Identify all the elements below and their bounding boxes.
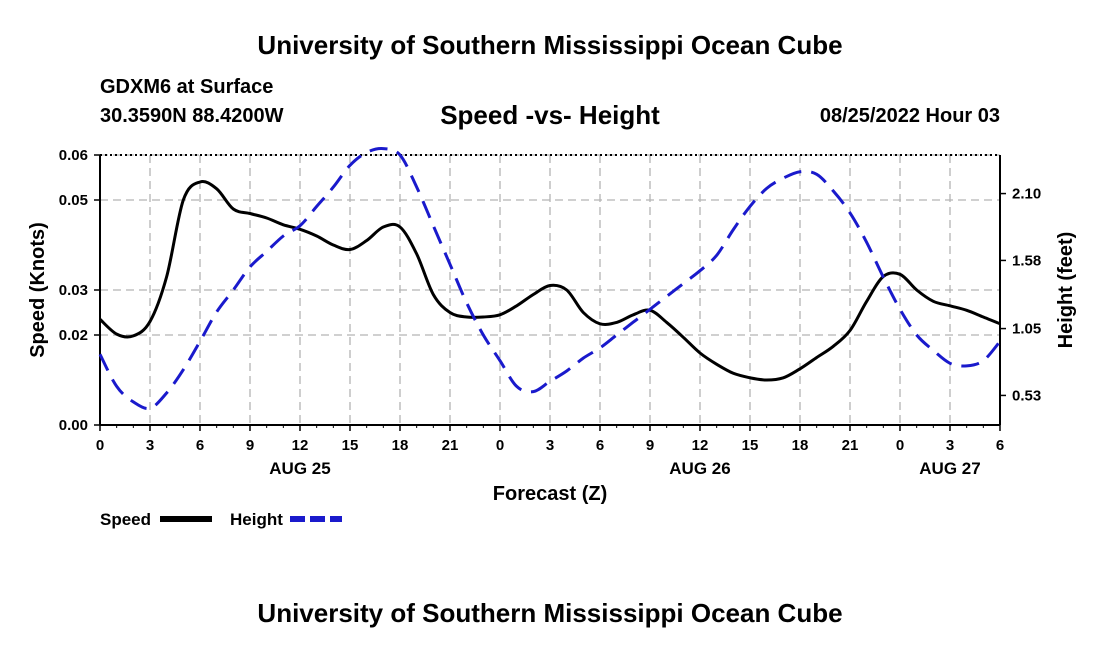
y2-axis-label: Height (feet): [1055, 232, 1077, 349]
legend-label-height: Height: [230, 510, 283, 529]
page-title: University of Southern Mississippi Ocean…: [257, 30, 843, 60]
y-axis-label: Speed (Knots): [27, 222, 49, 358]
y-tick-label: 0.02: [59, 327, 88, 344]
x-tick-label: 6: [196, 437, 204, 454]
coordinates-label: 30.3590N 88.4200W: [100, 105, 284, 127]
y-tick-label: 0.03: [59, 282, 88, 299]
legend-label-speed: Speed: [100, 510, 151, 529]
date-label: AUG 27: [919, 459, 980, 478]
x-tick-label: 12: [692, 437, 709, 454]
x-tick-label: 0: [96, 437, 104, 454]
series-speed-line: [98, 180, 1001, 382]
station-label: GDXM6 at Surface: [100, 76, 274, 98]
x-tick-label: 3: [146, 437, 154, 454]
y-tick-label: 0.00: [59, 417, 88, 434]
x-tick-label: 9: [246, 437, 254, 454]
series-height-line: [98, 147, 1002, 411]
x-tick-label: 3: [946, 437, 954, 454]
y2-tick-label: 2.10: [1012, 186, 1041, 203]
x-tick-label: 21: [842, 437, 859, 454]
y2-tick-label: 1.58: [1012, 252, 1041, 269]
date-label: AUG 26: [669, 459, 730, 478]
x-tick-label: 18: [392, 437, 409, 454]
x-tick-label: 0: [896, 437, 904, 454]
axes: 0 3 6 9 12 15 18 21 0 3 6 9 12 15 18 21 0 3 6 AUG 25 AUG 26 A…: [27, 147, 1077, 505]
footer-title: University of Southern Mississippi Ocean…: [257, 598, 843, 628]
x-tick-label: 6: [596, 437, 604, 454]
x-tick-label: 0: [496, 437, 504, 454]
y-tick-label: 0.05: [59, 192, 88, 209]
x-tick-label: 3: [546, 437, 554, 454]
y2-tick-label: 1.05: [1012, 321, 1041, 338]
x-tick-label: 15: [342, 437, 359, 454]
y-tick-label: 0.06: [59, 147, 88, 164]
x-tick-label: 12: [292, 437, 309, 454]
series-group: [98, 147, 1002, 411]
legend: Speed Height: [100, 510, 342, 529]
chart-title: Speed -vs- Height: [440, 100, 660, 130]
x-tick-label: 9: [646, 437, 654, 454]
x-tick-label: 18: [792, 437, 809, 454]
date-label: AUG 25: [269, 459, 330, 478]
x-tick-label: 21: [442, 437, 459, 454]
datetime-label: 08/25/2022 Hour 03: [819, 105, 1000, 127]
x-tick-label: 15: [742, 437, 759, 454]
y2-tick-label: 0.53: [1012, 387, 1041, 404]
x-tick-label: 6: [996, 437, 1004, 454]
x-axis-label: Forecast (Z): [493, 483, 607, 505]
